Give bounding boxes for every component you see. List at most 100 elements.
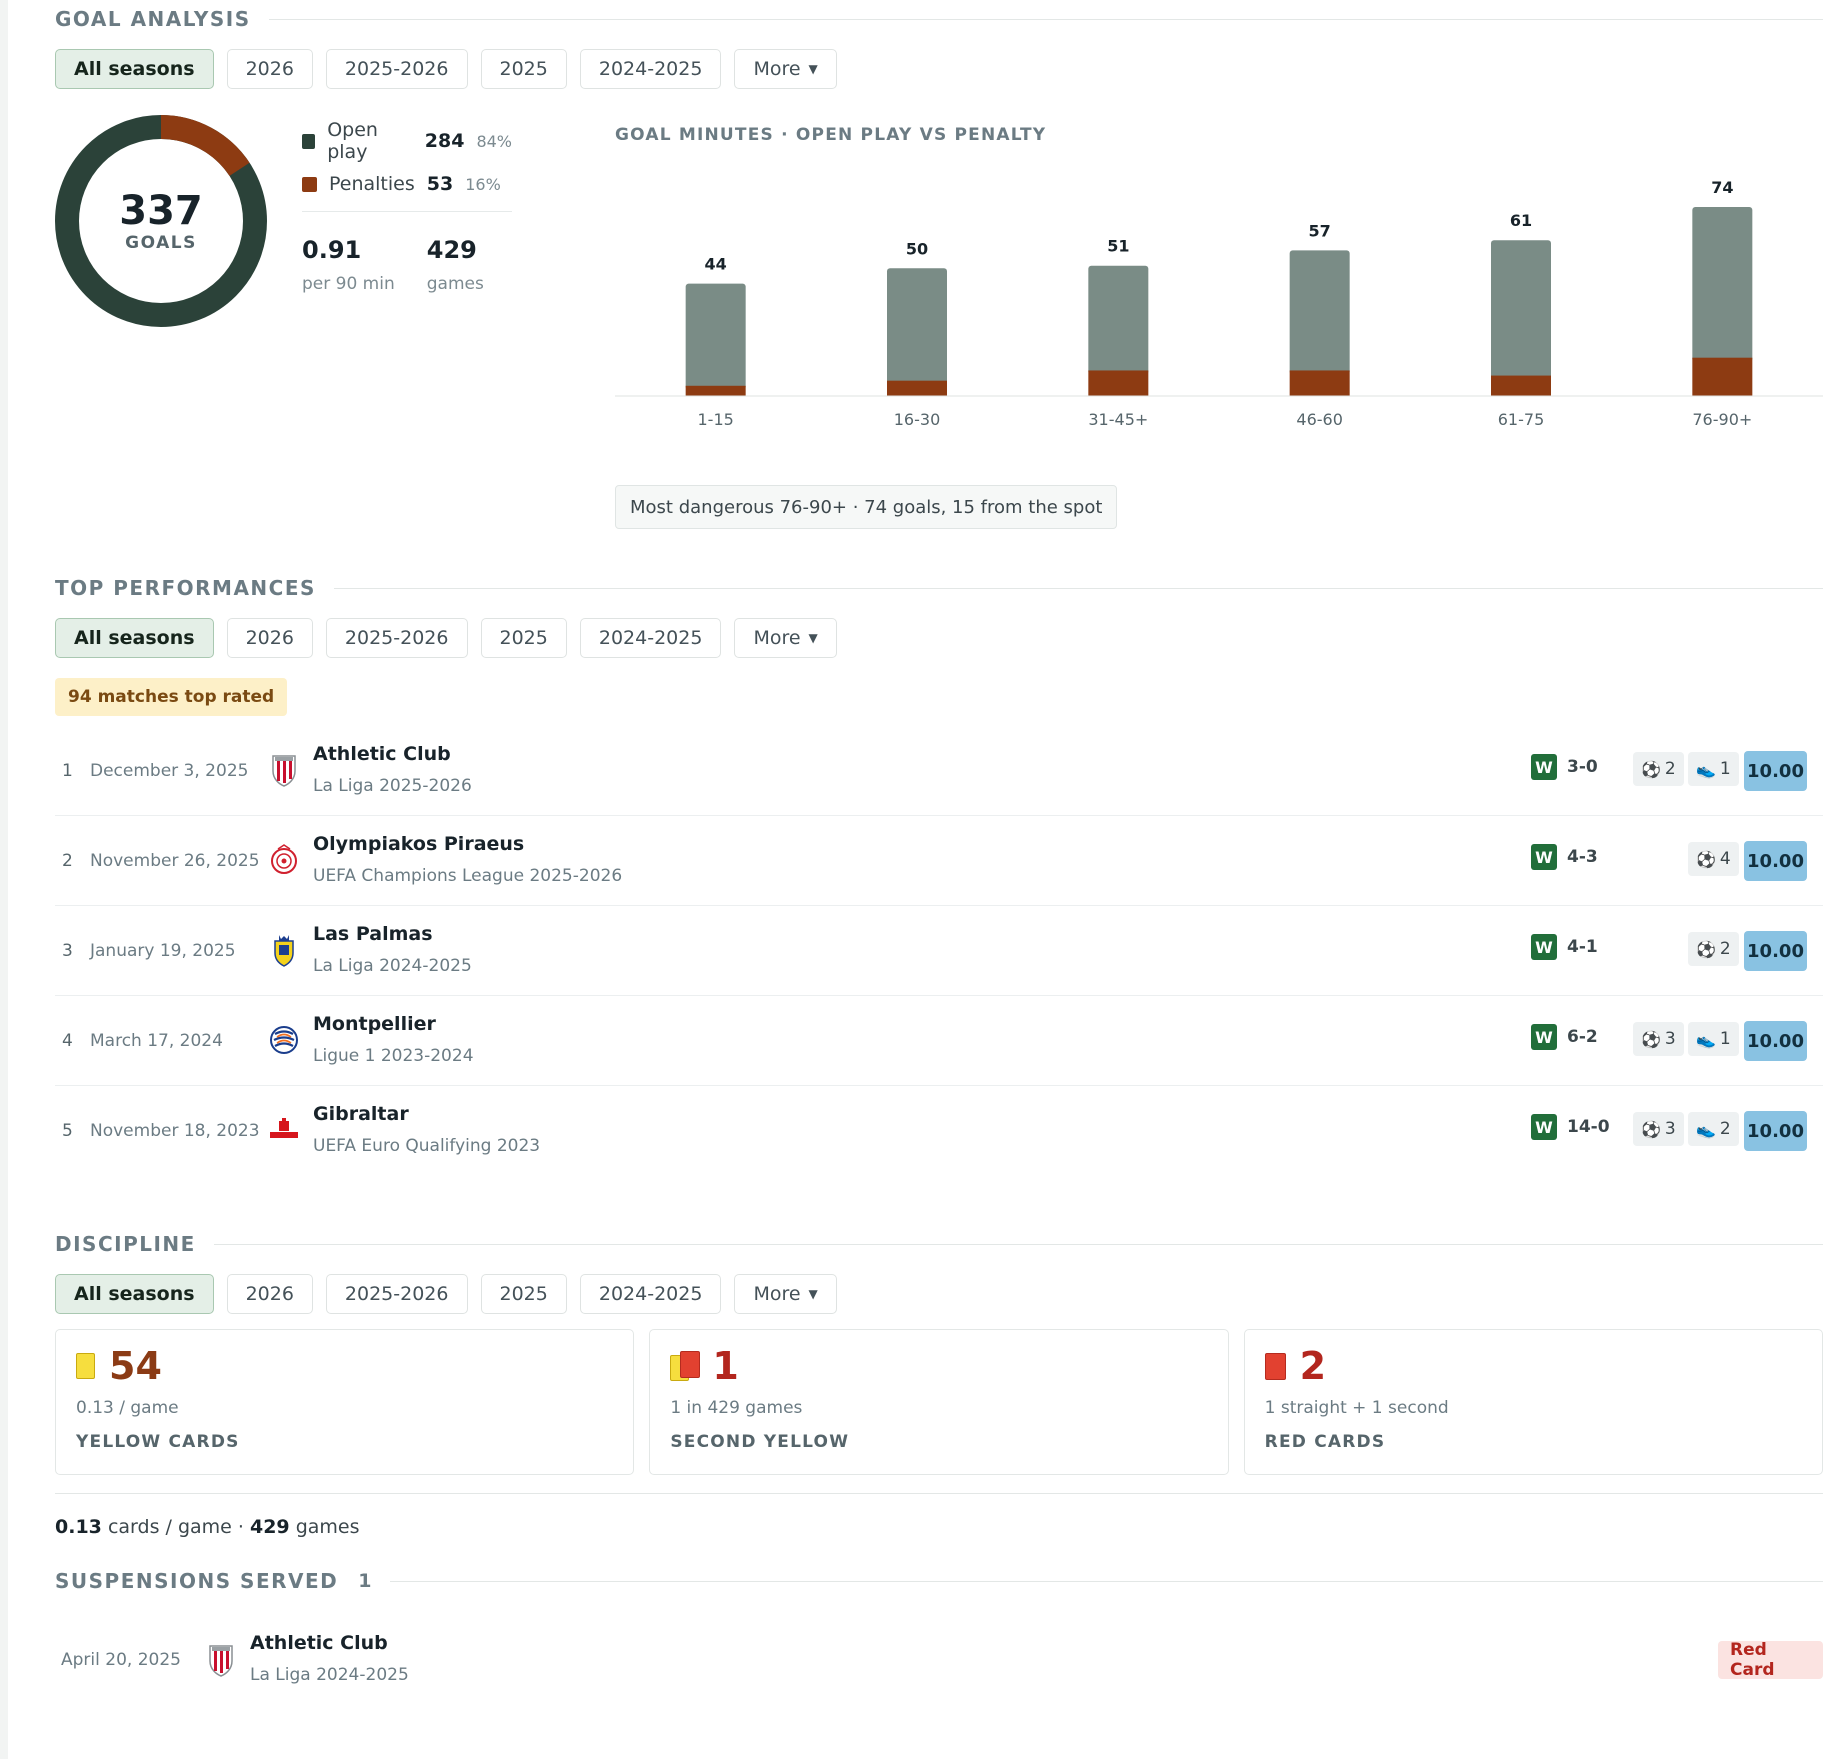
red-cards-top: 2 [1264,1344,1802,1388]
discipline-summary: 0.13 cards / game · 429 games [55,1516,1823,1538]
goal-analysis-header: GOAL ANALYSIS [55,0,1823,38]
filter-2024-2025[interactable]: 2024-2025 [579,618,722,658]
filter-all-seasons[interactable]: All seasons [55,1274,214,1314]
filter-all-seasons[interactable]: All seasons [55,618,214,658]
soccer-ball-icon: ⚽ [1641,1119,1661,1139]
match-rating: 10.00 [1744,841,1807,881]
filter-2025[interactable]: 2025 [480,618,567,658]
filter-all-seasons[interactable]: All seasons [55,49,214,89]
match-rating: 10.00 [1744,1021,1807,1061]
gibraltar-flag-icon [270,1118,298,1138]
filter-2024-2025[interactable]: 2024-2025 [579,49,722,89]
second-yellow-count: 1 [712,1344,739,1388]
caret-down-icon: ▼ [808,62,818,76]
legend-divider [302,211,512,212]
cards-per-game-text: cards / game · [107,1516,244,1538]
yellow-cards-rate: 0.13 / game [76,1398,179,1418]
bar-open-play [1088,265,1149,375]
penalties-count: 53 [426,173,454,195]
filter-2026[interactable]: 2026 [226,618,313,658]
bar-penalties [685,385,746,396]
x-tick-label: 16-30 [894,410,941,429]
match-result: W 4-1 [1531,934,1598,960]
assists-count: 1 [1719,1029,1731,1049]
match-score: 4-1 [1567,937,1598,957]
bar-penalties [887,380,947,396]
suspension-row[interactable]: April 20, 2025 Athletic Club La Liga 202… [55,1610,1823,1710]
filter-2025-2026[interactable]: 2025-2026 [325,618,468,658]
match-result: W 6-2 [1531,1024,1598,1050]
performance-date: November 26, 2025 [90,850,260,871]
match-score: 4-3 [1567,847,1598,867]
opponent-team[interactable]: Athletic Club [313,743,451,765]
open-play-pct: 84% [476,131,512,151]
open-play-count: 284 [424,130,465,152]
total-goals-label: GOALS [125,233,197,253]
filter-more-dropdown[interactable]: More ▼ [734,1274,837,1314]
filter-2025-2026[interactable]: 2025-2026 [325,1274,468,1314]
section-divider [213,1243,1823,1245]
assists-count: 2 [1719,1119,1731,1139]
discipline-header: DISCIPLINE [55,1225,1823,1263]
performance-row[interactable]: 5 November 18, 2023 Gibraltar UEFA Euro … [55,1086,1823,1175]
match-rating: 10.00 [1744,1111,1807,1151]
second-yellow-label: SECOND YELLOW [670,1432,850,1452]
goals-count: 2 [1664,759,1676,779]
filter-2025[interactable]: 2025 [480,1274,567,1314]
legend-penalties: Penalties 53 16% [302,168,512,200]
bar-penalties [1491,375,1551,396]
goals-pill: ⚽ 2 [1633,752,1684,786]
x-tick-label: 46-60 [1296,410,1343,429]
filter-2024-2025[interactable]: 2024-2025 [579,1274,722,1314]
suspensions-count: 1 [358,1570,372,1592]
goal-minutes-bar-chart: 44 1-15 50 16-30 51 31-45+ 57 46-60 61 61-75 74 76-… [615,178,1823,429]
performance-row[interactable]: 4 March 17, 2024 Montpellier Ligue 1 202… [55,996,1823,1086]
yellow-card-icon [76,1353,95,1379]
bar-total-label: 51 [1107,237,1129,256]
opponent-team[interactable]: Las Palmas [313,923,433,945]
opponent-team[interactable]: Montpellier [313,1013,436,1035]
filter-more-dropdown[interactable]: More ▼ [734,49,837,89]
filter-2025[interactable]: 2025 [480,49,567,89]
second-yellow-card: 1 1 in 429 games SECOND YELLOW [649,1329,1229,1475]
opponent-team[interactable]: Olympiakos Piraeus [313,833,525,855]
open-play-swatch [302,133,316,149]
olympiakos-crest-icon [271,844,297,874]
performance-rank: 5 [62,1120,73,1141]
boot-icon: 👟 [1696,759,1716,779]
bar-open-play [1692,207,1753,362]
filter-more-dropdown[interactable]: More ▼ [734,618,837,658]
match-result: W 4-3 [1531,844,1598,870]
filter-2026[interactable]: 2026 [226,49,313,89]
red-cards-card: 2 1 straight + 1 second RED CARDS [1243,1329,1823,1475]
bar-total-label: 44 [705,255,727,274]
suspension-team[interactable]: Athletic Club [250,1632,388,1654]
red-cards-count: 2 [1299,1344,1327,1388]
section-title-goal-analysis: GOAL ANALYSIS [55,7,251,31]
performance-row[interactable]: 2 November 26, 2025 Olympiakos Piraeus U… [55,816,1823,906]
open-play-label: Open play [327,119,378,163]
assists-count: 1 [1719,759,1731,779]
cards-per-game: 0.13 [55,1516,102,1538]
win-badge: W [1531,1114,1557,1140]
more-label: More [753,627,801,649]
performance-row[interactable]: 1 December 3, 2025 Athletic Club La Liga… [55,726,1823,816]
boot-icon: 👟 [1696,1029,1716,1049]
games-label: games [426,274,484,294]
bar-penalties [1692,357,1753,396]
match-result: W 14-0 [1531,1114,1610,1140]
yellow-cards-count: 54 [109,1344,162,1388]
filter-2026[interactable]: 2026 [226,1274,313,1314]
soccer-ball-icon: ⚽ [1641,759,1661,779]
performance-row[interactable]: 3 January 19, 2025 Las Palmas La Liga 20… [55,906,1823,996]
top-rated-badge: 94 matches top rated [55,678,288,716]
performance-date: March 17, 2024 [90,1030,223,1051]
performance-rank: 2 [62,850,73,871]
win-badge: W [1531,1024,1557,1050]
games-value: 429 [426,236,477,264]
penalties-pct: 16% [465,174,501,194]
opponent-team[interactable]: Gibraltar [313,1103,409,1125]
assists-pill: 👟 1 [1688,1022,1739,1056]
filter-2025-2026[interactable]: 2025-2026 [325,49,468,89]
x-tick-label: 1-15 [698,410,734,429]
